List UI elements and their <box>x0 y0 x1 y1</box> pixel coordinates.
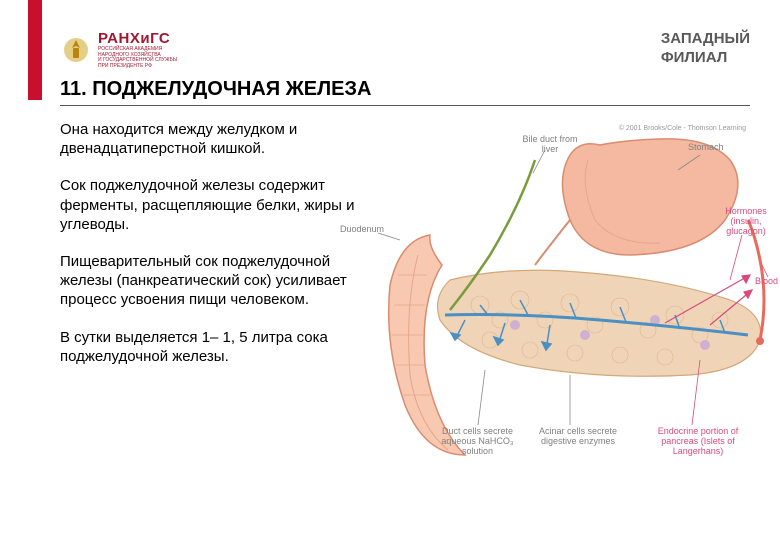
figure-copyright: © 2001 Brooks/Cole - Thomson Learning <box>619 125 746 132</box>
body-text: Она находится между желудком и двенадцат… <box>60 120 370 384</box>
accent-sidebar <box>28 0 42 100</box>
branch-line1: ЗАПАДНЫЙ <box>661 30 750 49</box>
anatomy-figure: © 2001 Brooks/Cole - Thomson Learning <box>370 125 770 485</box>
label-bile-duct: Bile duct from liver <box>520 135 580 155</box>
label-endocrine: Endocrine portion of pancreas (Islets of… <box>648 427 748 457</box>
label-duodenum: Duodenum <box>340 225 384 235</box>
logo-text: РАНХиГС РОССИЙСКАЯ АКАДЕМИЯ НАРОДНОГО ХО… <box>98 30 177 69</box>
logo-main: РАНХиГС <box>98 30 177 47</box>
paragraph-4: В сутки выделяется 1– 1, 5 литра сока по… <box>60 328 370 366</box>
label-acinar-cells: Acinar cells secrete digestive enzymes <box>538 427 618 447</box>
paragraph-3: Пищеварительный сок поджелудочной железы… <box>60 252 370 310</box>
logo-sub4: ПРИ ПРЕЗИДЕНТЕ РФ <box>98 64 177 70</box>
label-hormones: Hormones (insulin, glucagon) <box>718 207 774 237</box>
logo-block: РАНХиГС РОССИЙСКАЯ АКАДЕМИЯ НАРОДНОГО ХО… <box>60 30 750 69</box>
title-block: 11. ПОДЖЕЛУДОЧНАЯ ЖЕЛЕЗА <box>60 78 750 106</box>
branch-name: ЗАПАДНЫЙ ФИЛИАЛ <box>661 30 750 68</box>
header: РАНХиГС РОССИЙСКАЯ АКАДЕМИЯ НАРОДНОГО ХО… <box>60 30 750 69</box>
page-title: 11. ПОДЖЕЛУДОЧНАЯ ЖЕЛЕЗА <box>60 78 750 101</box>
paragraph-1: Она находится между желудком и двенадцат… <box>60 120 370 158</box>
label-blood: Blood <box>755 277 778 287</box>
emblem-icon <box>60 34 92 66</box>
label-stomach: Stomach <box>688 143 724 153</box>
label-duct-cells: Duct cells secrete aqueous NaHCO₃ soluti… <box>430 427 525 457</box>
branch-line2: ФИЛИАЛ <box>661 49 750 68</box>
paragraph-2: Сок поджелудочной железы содержит фермен… <box>60 176 370 234</box>
